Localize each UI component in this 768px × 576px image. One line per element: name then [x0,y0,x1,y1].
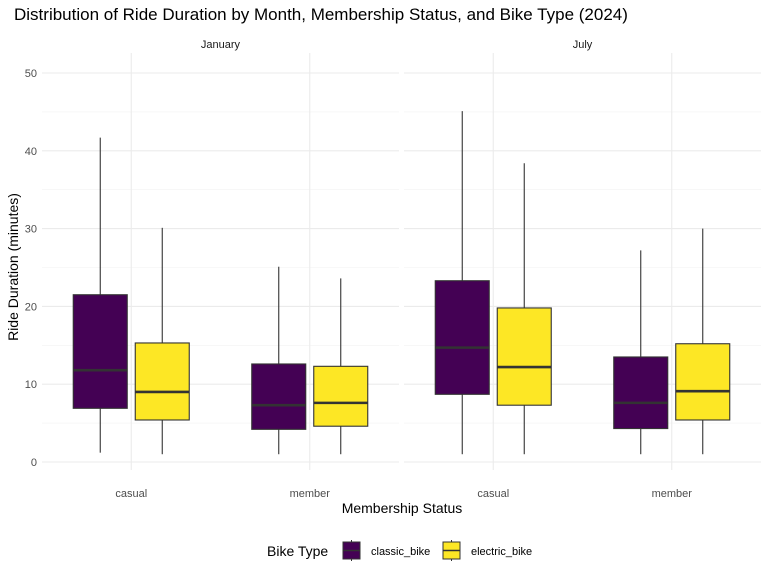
y-tick-label: 10 [25,379,37,391]
x-axis-title: Membership Status [342,500,463,516]
box-july-casual-electric_bike [496,163,552,455]
box-iqr [675,343,731,421]
box-iqr [613,356,669,430]
box-january-member-classic_bike [251,266,307,455]
box-january-casual-classic_bike [72,137,128,453]
facet-label-july: July [573,39,593,51]
legend-key-classic_bike [342,540,361,561]
plot-area: January casual member July casual member 0 10 20… [25,39,761,500]
legend: Bike Type classic_bike electric_bike [267,540,532,561]
box-january-casual-electric_bike [134,227,190,455]
legend-title: Bike Type [267,543,328,559]
chart-title: Distribution of Ride Duration by Month, … [14,5,628,24]
box-iqr [313,365,369,427]
y-tick-label: 0 [31,457,37,469]
box-july-member-classic_bike [613,250,669,455]
y-tick-label: 50 [25,68,37,80]
box-iqr [72,294,128,409]
y-tick-label: 30 [25,224,37,236]
box-july-member-electric_bike [675,228,731,455]
box-iqr [251,363,307,430]
y-tick-label: 20 [25,301,37,313]
x-tick-label-member: member [652,488,693,500]
legend-key-electric_bike [442,540,461,561]
box-iqr [134,342,190,421]
y-tick-label: 40 [25,146,37,158]
facet-label-january: January [201,39,241,51]
box-january-member-electric_bike [313,278,369,455]
x-tick-label-member: member [290,488,331,500]
legend-label-electric_bike: electric_bike [471,546,532,558]
box-iqr [434,280,490,395]
box-iqr [496,307,552,406]
y-axis-title: Ride Duration (minutes) [5,193,21,341]
box-july-casual-classic_bike [434,111,490,455]
x-tick-label-casual: casual [115,488,147,500]
legend-label-classic_bike: classic_bike [371,546,430,558]
x-tick-label-casual: casual [477,488,509,500]
